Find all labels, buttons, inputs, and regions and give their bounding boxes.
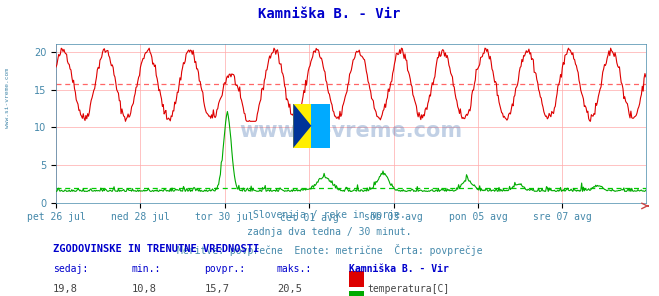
Text: Meritve: povprečne  Enote: metrične  Črta: povprečje: Meritve: povprečne Enote: metrične Črta:…	[177, 244, 482, 257]
Text: 19,8: 19,8	[53, 284, 78, 295]
Text: 10,8: 10,8	[132, 284, 157, 295]
Text: sedaj:: sedaj:	[53, 264, 88, 274]
Text: zadnja dva tedna / 30 minut.: zadnja dva tedna / 30 minut.	[247, 227, 412, 237]
Text: ZGODOVINSKE IN TRENUTNE VREDNOSTI: ZGODOVINSKE IN TRENUTNE VREDNOSTI	[53, 244, 259, 254]
Text: 15,7: 15,7	[204, 284, 229, 295]
Text: Kamniška B. - Vir: Kamniška B. - Vir	[349, 264, 449, 274]
Text: povpr.:: povpr.:	[204, 264, 245, 274]
Text: maks.:: maks.:	[277, 264, 312, 274]
Text: www.si-vreme.com: www.si-vreme.com	[239, 121, 463, 141]
Bar	[293, 104, 312, 148]
Text: Kamniška B. - Vir: Kamniška B. - Vir	[258, 7, 401, 21]
Text: Slovenija / reke in morje.: Slovenija / reke in morje.	[253, 210, 406, 220]
Bar	[349, 271, 364, 287]
Bar	[349, 291, 364, 296]
Bar	[312, 104, 330, 148]
Text: 20,5: 20,5	[277, 284, 302, 295]
Text: min.:: min.:	[132, 264, 161, 274]
Text: www.si-vreme.com: www.si-vreme.com	[5, 68, 11, 128]
Polygon shape	[293, 104, 312, 148]
Text: temperatura[C]: temperatura[C]	[368, 284, 450, 295]
